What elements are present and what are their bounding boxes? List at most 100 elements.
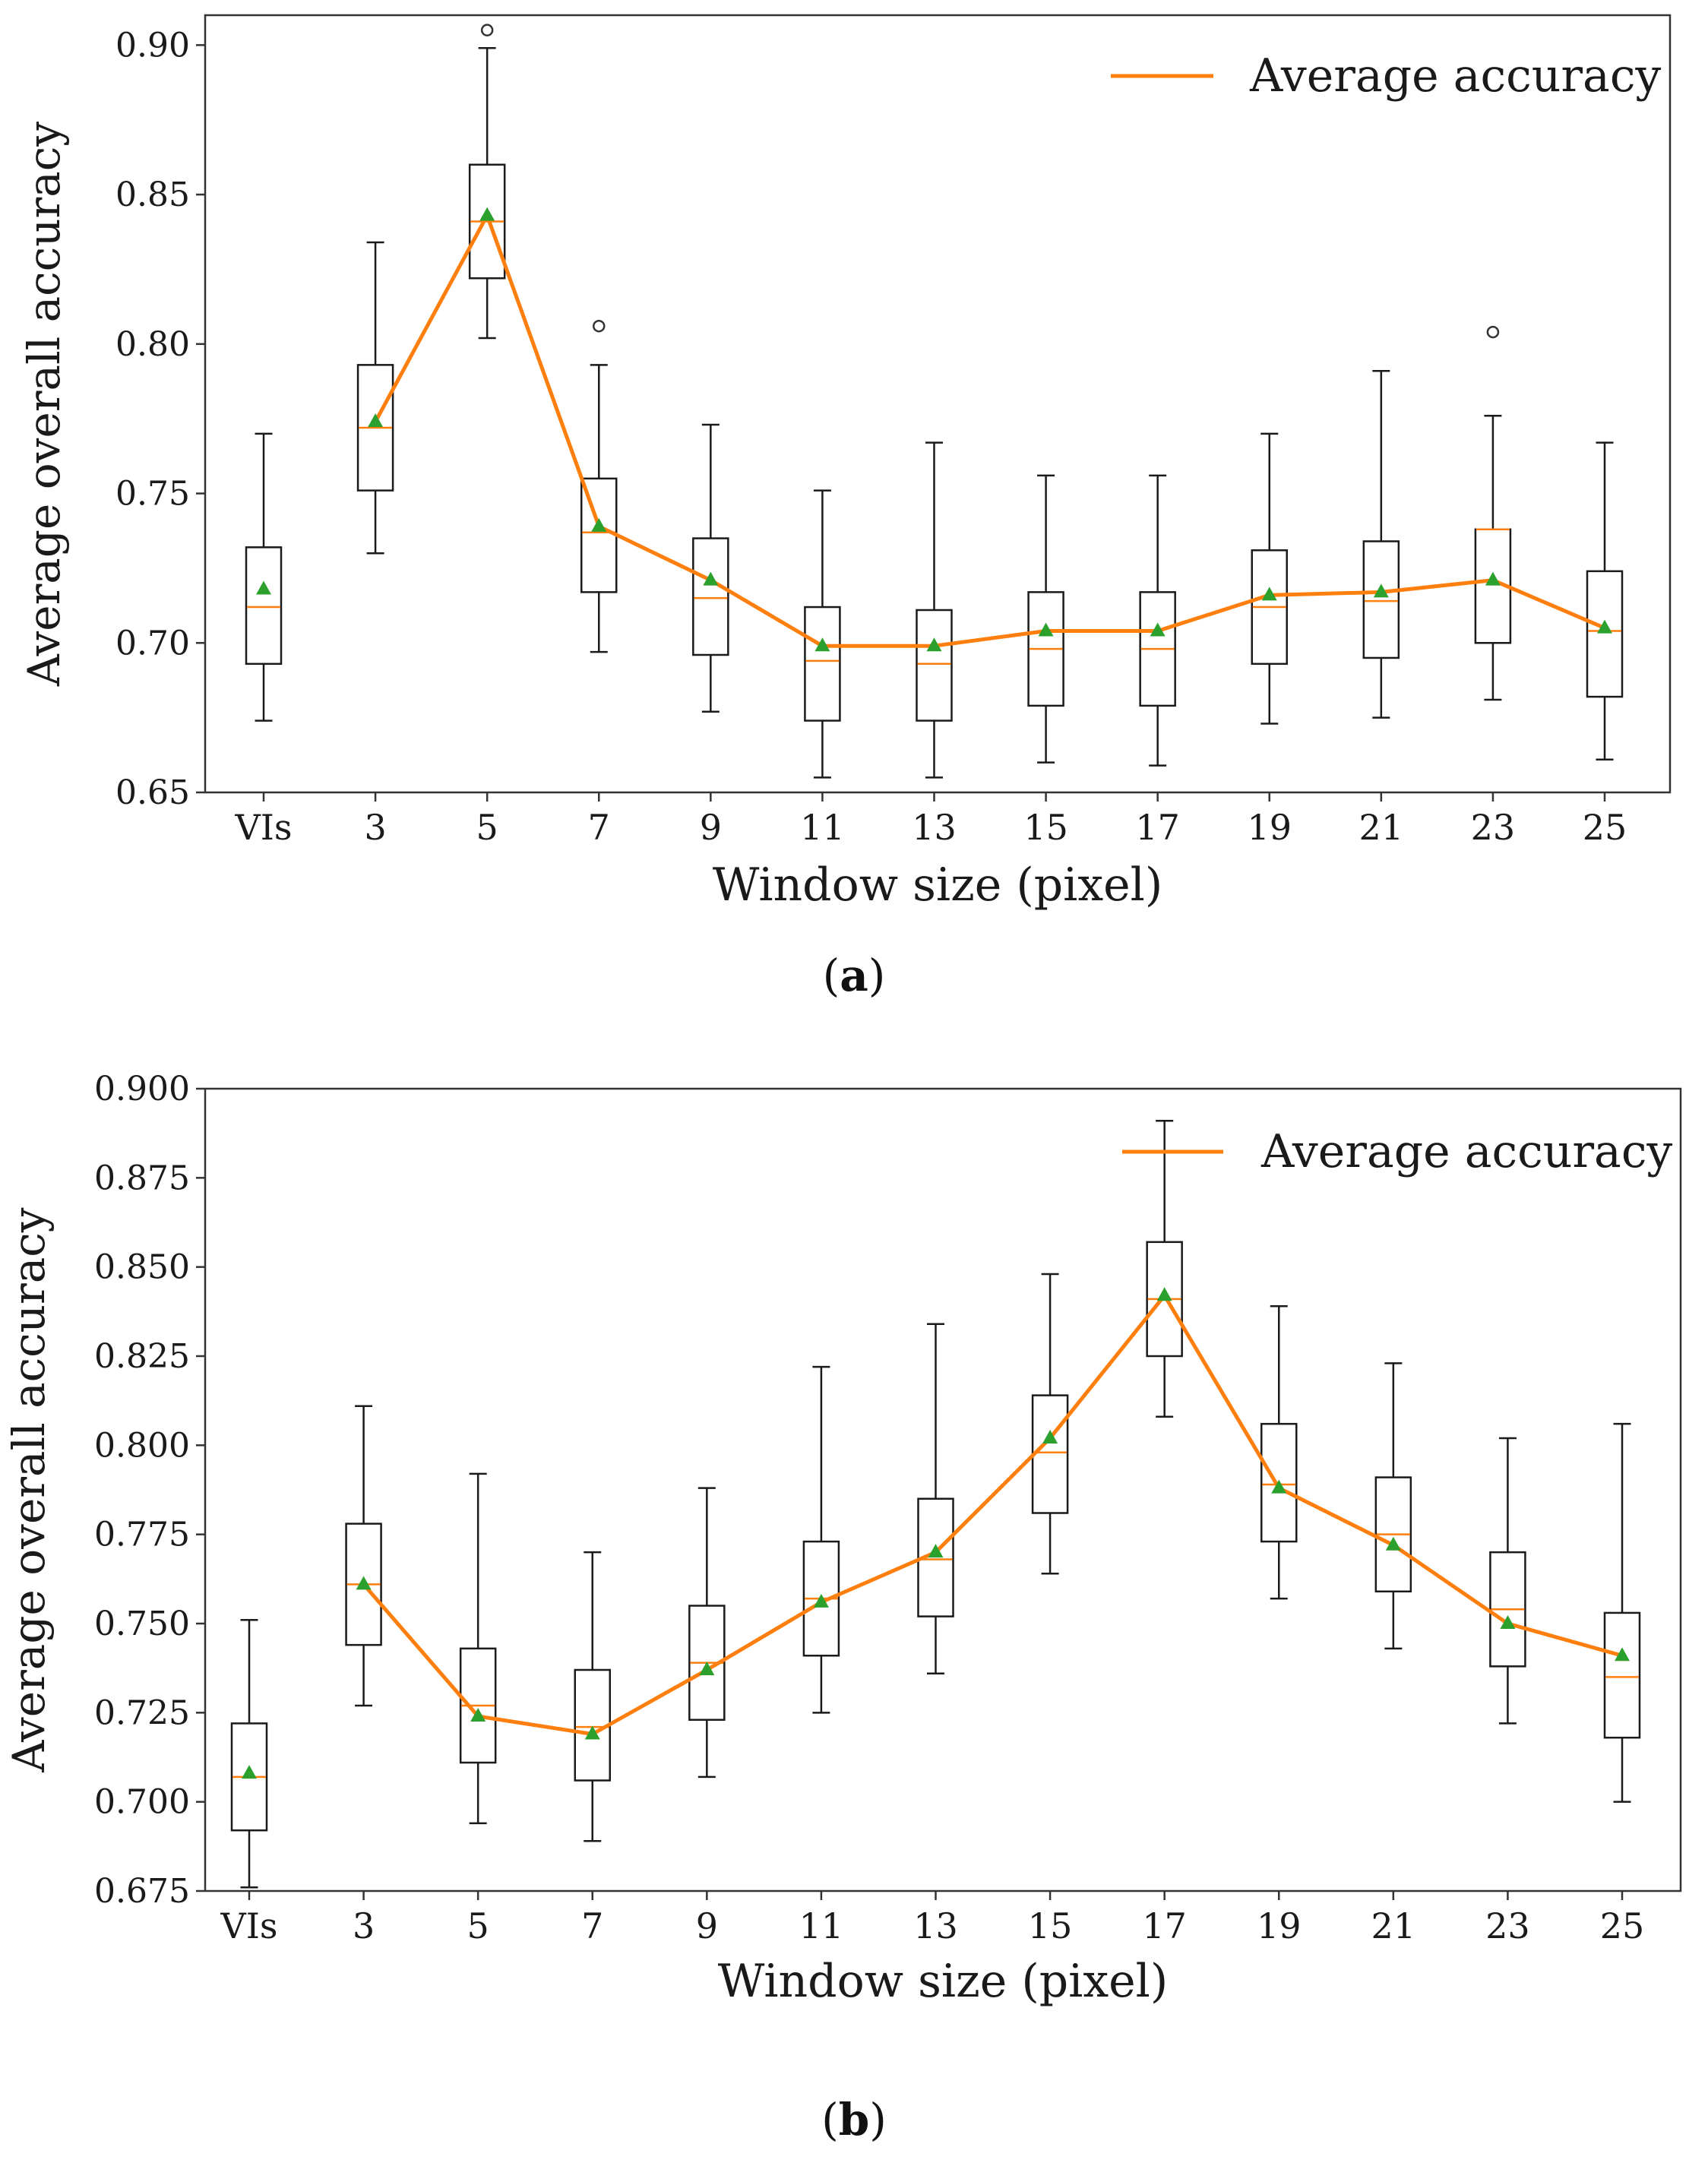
y-tick-label: 0.800 — [94, 1426, 190, 1465]
box-plot-group — [917, 1323, 954, 1674]
box-iqr — [804, 606, 841, 722]
x-tick-label: 7 — [581, 1905, 603, 1946]
outlier-point — [593, 319, 606, 333]
box-plot-group — [1146, 1119, 1183, 1418]
mean-marker — [926, 637, 942, 652]
mean-marker — [1485, 571, 1501, 586]
x-tick-label: 19 — [1247, 807, 1292, 848]
box-plot-group — [1362, 369, 1400, 719]
box-plot-group — [574, 1551, 611, 1842]
mean-marker — [928, 1544, 944, 1558]
x-tick-label: 15 — [1028, 1905, 1073, 1946]
outlier-point — [480, 24, 494, 36]
box-iqr — [574, 1668, 611, 1782]
box-plot-group — [1474, 325, 1512, 701]
panel-label-b-letter: b — [838, 2094, 870, 2145]
plot-frame — [204, 14, 1672, 794]
box-plot-group — [580, 319, 618, 653]
x-tick-label: 11 — [799, 1905, 844, 1946]
x-tick-label: 5 — [476, 807, 498, 848]
mean-marker — [1373, 583, 1389, 598]
mean-marker — [356, 1576, 372, 1590]
x-axis-label: Window size (pixel) — [713, 858, 1163, 912]
x-tick-label: 13 — [913, 1905, 958, 1946]
box-plot-group — [1603, 1422, 1641, 1803]
plot-frame — [204, 1087, 1682, 1892]
mean-marker — [1597, 619, 1612, 634]
legend: Average accuracy — [1111, 49, 1661, 103]
mean-marker — [1261, 587, 1277, 601]
box-iqr — [245, 546, 283, 666]
x-tick-label: VIs — [235, 807, 293, 848]
x-tick-label: 3 — [353, 1905, 375, 1946]
y-tick-label: 0.90 — [115, 26, 190, 65]
box-plot-group — [459, 1472, 497, 1825]
x-tick-label: 17 — [1135, 807, 1180, 848]
box-plot-group — [692, 423, 729, 713]
mean-marker — [813, 1593, 829, 1608]
x-tick-label: 23 — [1485, 1905, 1530, 1946]
y-tick-label: 0.70 — [115, 624, 190, 662]
average-accuracy-line — [362, 1293, 1623, 1736]
box-plot-group — [1586, 441, 1624, 760]
panel-label-a-letter: a — [840, 950, 868, 1001]
mean-marker — [703, 571, 719, 586]
mean-marker — [470, 1708, 486, 1722]
box-plot-group — [1251, 432, 1288, 725]
mean-marker — [1038, 622, 1054, 637]
box-plot-group — [1031, 1273, 1069, 1575]
x-tick-label: 21 — [1371, 1905, 1416, 1946]
y-tick-label: 0.875 — [94, 1159, 190, 1197]
box-plot-group — [468, 24, 506, 340]
y-tick-label: 0.85 — [115, 175, 190, 214]
mean-marker — [584, 1725, 600, 1740]
panel-label-b: (b) — [821, 2094, 887, 2145]
y-tick-label: 0.80 — [115, 325, 190, 364]
y-tick-label: 0.675 — [94, 1872, 190, 1911]
mean-marker — [1156, 1287, 1172, 1301]
y-tick-label: 0.850 — [94, 1248, 190, 1287]
legend: Average accuracy — [1122, 1125, 1672, 1178]
box-iqr — [1586, 570, 1624, 698]
box-iqr — [1603, 1611, 1641, 1739]
legend-label: Average accuracy — [1249, 49, 1661, 103]
mean-marker — [479, 207, 495, 221]
box-plot-group — [1489, 1437, 1526, 1725]
box-iqr — [692, 537, 729, 656]
panel-label-a: (a) — [822, 950, 886, 1001]
x-tick-label: 11 — [800, 807, 845, 848]
mean-marker — [699, 1662, 715, 1676]
x-tick-label: 9 — [700, 807, 722, 848]
x-tick-label: 3 — [364, 807, 386, 848]
x-tick-label: 17 — [1142, 1905, 1187, 1946]
box-plot-group — [802, 1365, 840, 1714]
y-tick-label: 0.65 — [115, 773, 190, 812]
average-accuracy-line — [373, 213, 1605, 648]
legend-label: Average accuracy — [1260, 1125, 1672, 1178]
mean-marker — [1500, 1615, 1516, 1629]
chart-panel-b: 0.675 0.700 0.725 0.750 0.775 0.800 0.825 0.850… — [3, 1070, 1682, 2008]
mean-marker — [242, 1765, 257, 1779]
y-tick-label: 0.775 — [94, 1516, 190, 1554]
y-tick-label: 0.750 — [94, 1605, 190, 1643]
y-tick-label: 0.825 — [94, 1337, 190, 1376]
box-plot-group — [1260, 1305, 1298, 1600]
x-tick-label: 9 — [696, 1905, 718, 1946]
x-axis-label: Window size (pixel) — [718, 1955, 1169, 2008]
mean-marker — [256, 580, 271, 595]
mean-marker — [368, 413, 384, 428]
x-tick-label: 25 — [1600, 1905, 1645, 1946]
y-tick-label: 0.900 — [94, 1070, 190, 1108]
box-iqr — [916, 609, 953, 722]
mean-marker — [1385, 1536, 1401, 1551]
box-plot-group — [916, 441, 953, 779]
box-plot-group — [245, 432, 283, 722]
mean-marker — [1042, 1429, 1058, 1443]
box-plot-group — [688, 1487, 726, 1779]
x-tick-label: 25 — [1583, 807, 1627, 848]
x-tick-label: 19 — [1257, 1905, 1302, 1946]
x-tick-label: VIs — [220, 1905, 278, 1946]
outlier-point — [1486, 325, 1500, 339]
mean-marker — [591, 517, 607, 532]
